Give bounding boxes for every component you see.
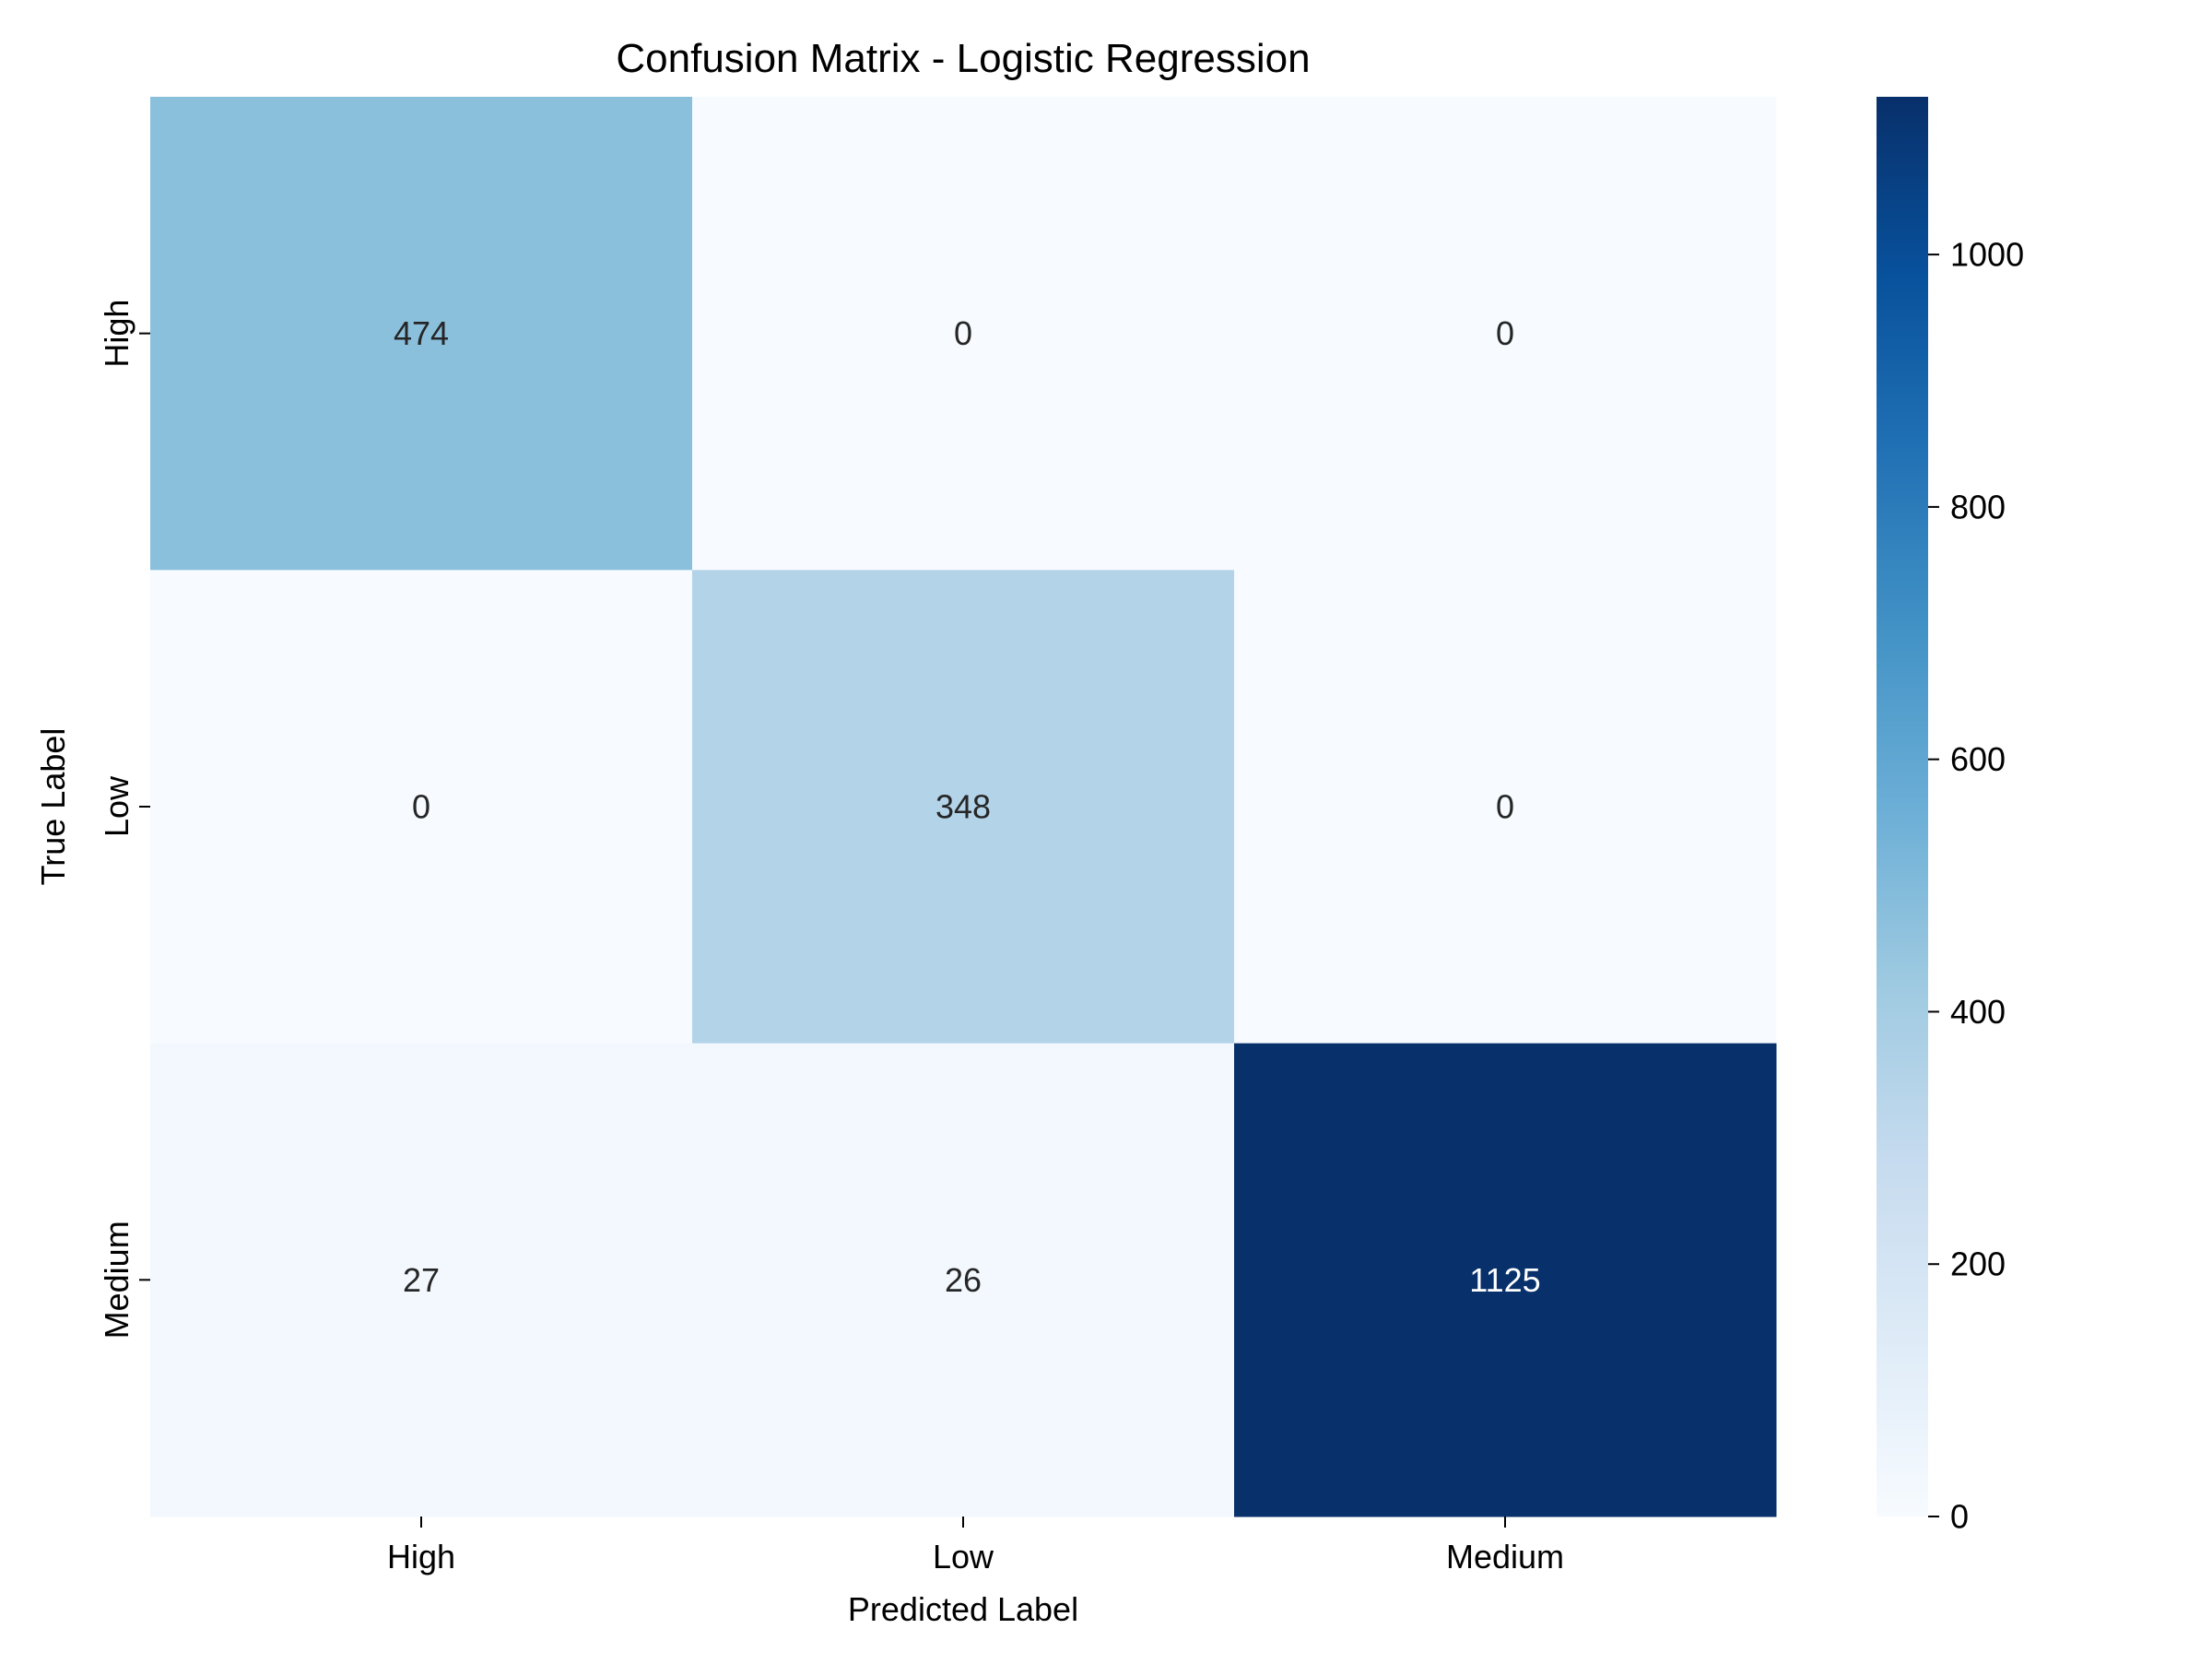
- heatmap-cell: [1234, 97, 1777, 571]
- colorbar-tick-label: 400: [1950, 993, 2006, 1031]
- heatmap-cell: [1234, 570, 1777, 1044]
- chart-title: Confusion Matrix - Logistic Regression: [616, 36, 1310, 81]
- colorbar-tick-label: 600: [1950, 740, 2006, 778]
- y-tick-label: High: [98, 300, 135, 368]
- cell-value-label: 348: [935, 788, 991, 826]
- cell-value-label: 474: [394, 314, 449, 352]
- colorbar-gradient: [1877, 97, 1928, 1516]
- x-tick-label: Medium: [1446, 1538, 1564, 1575]
- heatmap-cell: [692, 1043, 1235, 1517]
- heatmap-cells: [150, 97, 1777, 1517]
- cell-value-label: 26: [945, 1261, 982, 1299]
- cell-value-label: 0: [412, 788, 430, 826]
- colorbar-tick-label: 200: [1950, 1245, 2006, 1283]
- cell-value-label: 0: [954, 314, 972, 352]
- cell-value-label: 1125: [1469, 1261, 1540, 1299]
- heatmap-cell: [150, 97, 693, 571]
- heatmap-cell: [1234, 1043, 1777, 1517]
- heatmap-cell: [692, 97, 1235, 571]
- heatmap-cell: [692, 570, 1235, 1044]
- heatmap-annotations: 474 0 0 0 348 0 27 26 1125: [394, 314, 1541, 1299]
- heatmap-cell: [150, 1043, 693, 1517]
- cell-value-label: 0: [1496, 788, 1514, 826]
- y-tick-label: Medium: [98, 1221, 135, 1339]
- colorbar-tick-label: 0: [1950, 1498, 1969, 1536]
- x-tick-label: Low: [933, 1538, 994, 1575]
- colorbar-tick-label: 1000: [1950, 236, 2024, 274]
- y-axis-label: True Label: [34, 728, 72, 886]
- heatmap-axes: High Low Medium High Low Medium: [98, 300, 1564, 1575]
- x-axis-label: Predicted Label: [848, 1590, 1078, 1628]
- x-tick-label: High: [387, 1538, 455, 1575]
- colorbar-tick-label: 800: [1950, 488, 2006, 525]
- cell-value-label: 0: [1496, 314, 1514, 352]
- heatmap-cell: [150, 570, 693, 1044]
- colorbar: 0 200 400 600 800 1000: [1877, 97, 2024, 1536]
- cell-value-label: 27: [403, 1261, 440, 1299]
- y-tick-label: Low: [98, 775, 135, 837]
